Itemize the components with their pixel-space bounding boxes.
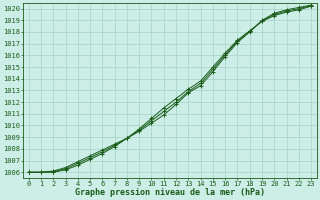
X-axis label: Graphe pression niveau de la mer (hPa): Graphe pression niveau de la mer (hPa) [75, 188, 265, 197]
